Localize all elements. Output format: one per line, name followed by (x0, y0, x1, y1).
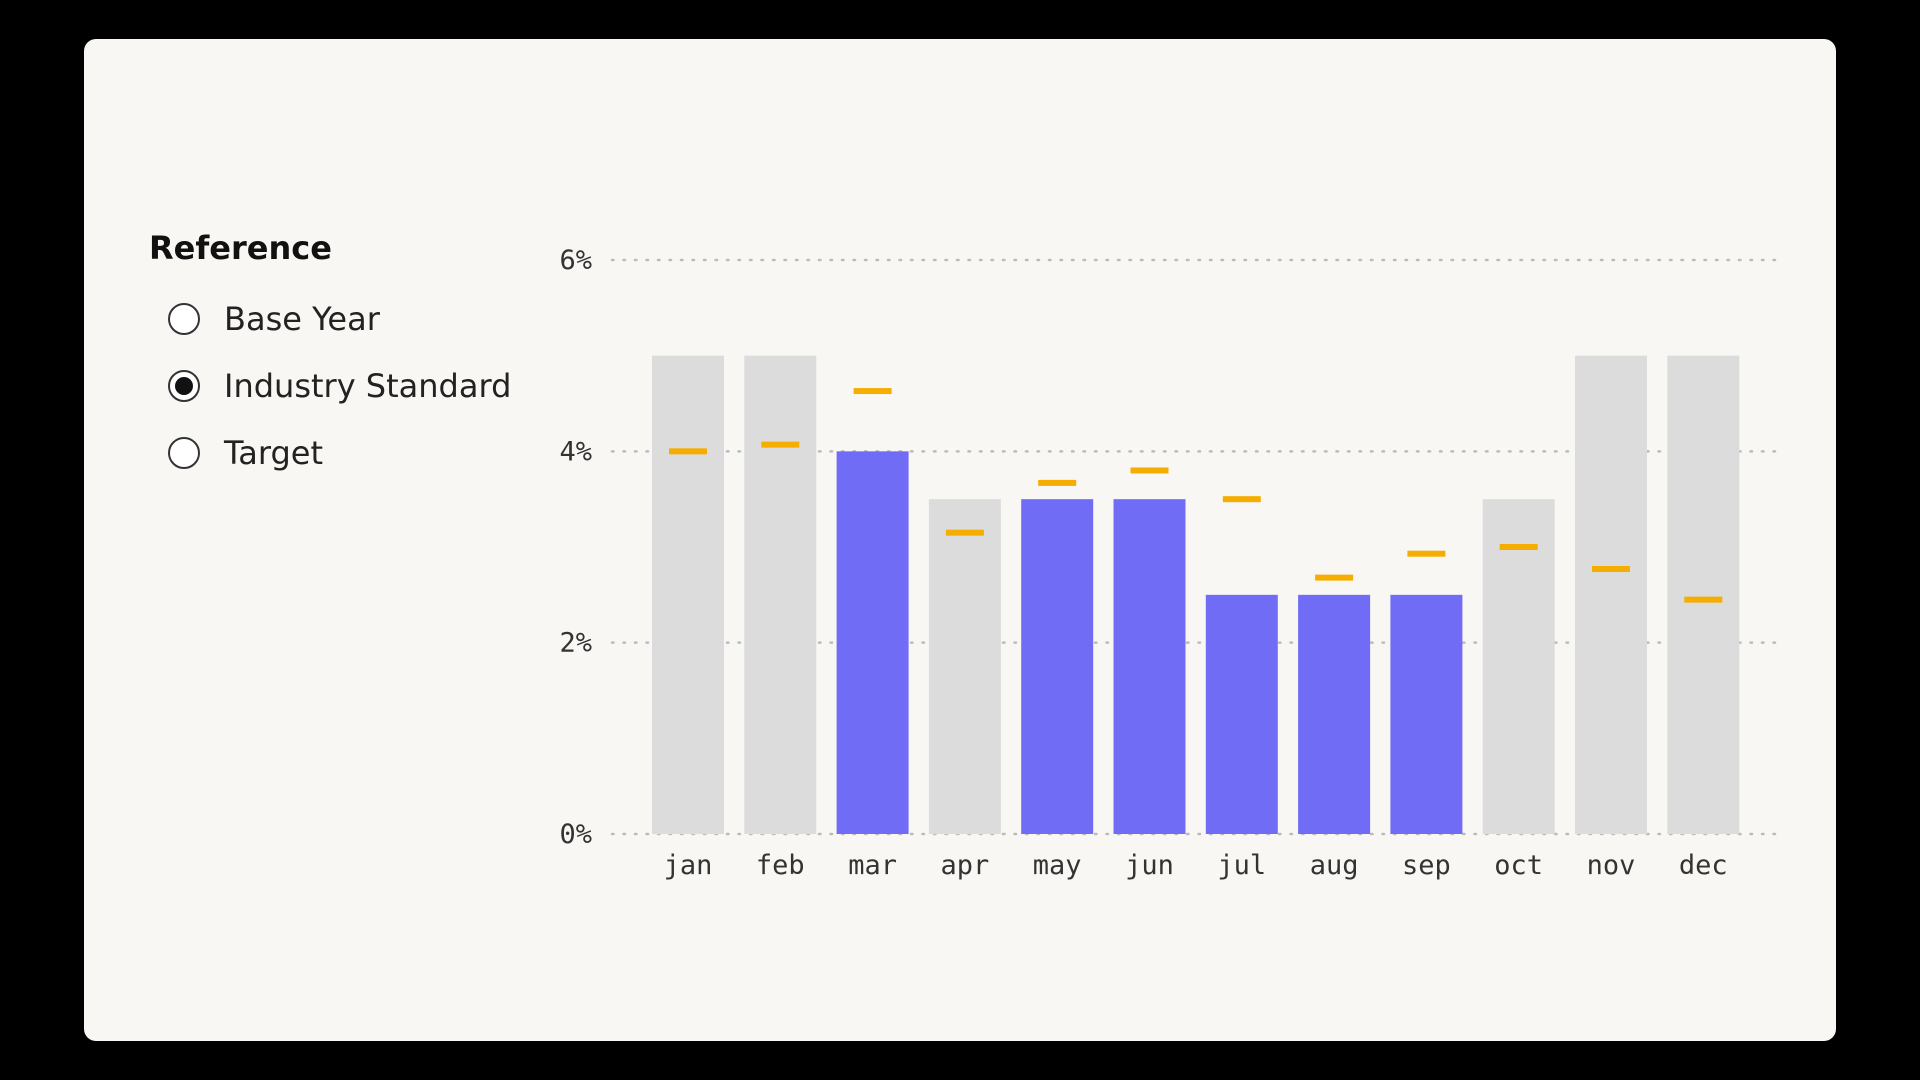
reference-marker-apr (945, 529, 984, 536)
reference-panel: Reference Base Year Industry Standard Ta… (149, 229, 511, 486)
x-tick-label: jun (1125, 850, 1174, 881)
y-tick-label: 2% (559, 628, 592, 659)
bar-feb (744, 355, 817, 834)
reference-marker-jun (1130, 467, 1169, 474)
bar-jun (1113, 499, 1186, 834)
y-tick-label: 0% (559, 819, 592, 850)
reference-marker-may (1038, 479, 1077, 486)
bar-sep (1390, 594, 1463, 834)
bar-may (1021, 499, 1094, 834)
radio-option-base-year[interactable]: Base Year (168, 285, 511, 352)
reference-title: Reference (149, 229, 332, 267)
x-tick-label: jul (1217, 850, 1266, 881)
reference-marker-feb (761, 441, 800, 448)
radio-label-base-year: Base Year (224, 299, 380, 338)
bar-oct (1482, 499, 1555, 834)
reference-marker-jan (669, 448, 707, 455)
radio-button-icon[interactable] (168, 302, 200, 335)
bar-apr (928, 499, 1001, 834)
reference-marker-jul (1222, 496, 1261, 503)
x-tick-label: feb (756, 850, 805, 881)
reference-marker-aug (1315, 574, 1354, 581)
bar-jan (652, 355, 724, 834)
reference-marker-oct (1499, 544, 1538, 550)
x-tick-label: dec (1679, 850, 1728, 881)
x-tick-label: mar (848, 850, 897, 881)
radio-option-industry-standard[interactable]: Industry Standard (168, 352, 511, 419)
radio-button-icon[interactable] (168, 436, 200, 469)
radio-dot-icon (175, 376, 193, 395)
reference-marker-dec (1684, 596, 1723, 603)
radio-label-industry-standard: Industry Standard (224, 366, 512, 405)
y-tick-label: 4% (559, 436, 592, 467)
bar-dec (1667, 355, 1740, 834)
radio-label-target: Target (224, 433, 323, 472)
x-tick-label: oct (1494, 850, 1543, 881)
bar-jul (1205, 594, 1278, 834)
bar-nov (1575, 355, 1647, 834)
radio-option-target[interactable]: Target (168, 419, 511, 486)
x-tick-label: jan (664, 850, 713, 881)
bar-mar (836, 451, 909, 834)
bar-aug (1298, 594, 1371, 834)
x-tick-label: sep (1402, 850, 1451, 881)
x-tick-label: aug (1310, 850, 1359, 881)
y-tick-label: 6% (559, 245, 592, 276)
reference-marker-nov (1592, 566, 1630, 573)
x-tick-label: apr (941, 850, 990, 881)
reference-marker-sep (1407, 550, 1446, 557)
reference-marker-mar (853, 388, 892, 395)
radio-button-icon[interactable] (168, 369, 200, 402)
x-tick-label: nov (1587, 850, 1636, 881)
x-tick-label: may (1033, 850, 1082, 881)
